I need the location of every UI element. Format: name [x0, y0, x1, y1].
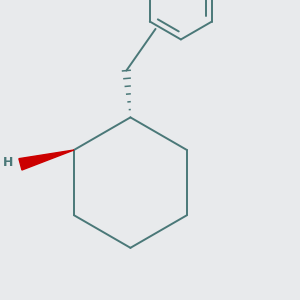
- Text: H: H: [3, 156, 13, 169]
- Polygon shape: [19, 150, 74, 170]
- Text: O: O: [24, 156, 34, 169]
